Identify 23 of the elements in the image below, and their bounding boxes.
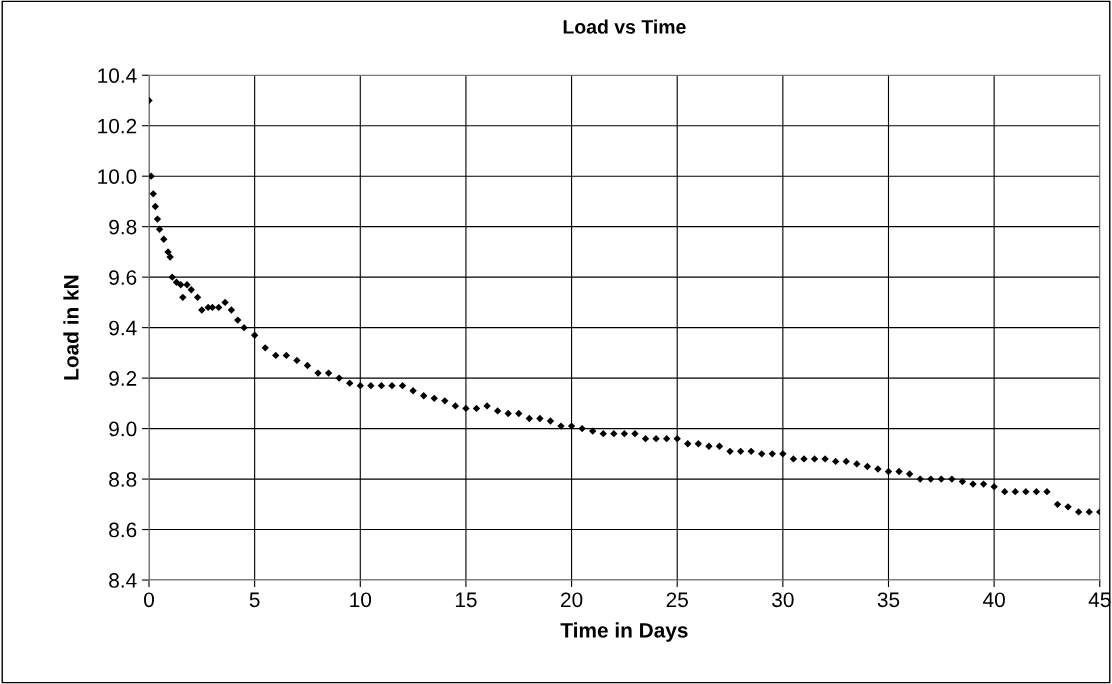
x-tick-label: 35 <box>877 592 900 608</box>
y-tick-label: 10.4 <box>98 68 137 83</box>
y-axis-title: Load in kN <box>63 275 79 380</box>
y-tick-label: 10.0 <box>98 169 137 184</box>
x-tick-label: 15 <box>455 592 477 608</box>
x-tick-label: 30 <box>772 592 794 608</box>
y-tick-label: 8.6 <box>109 522 137 538</box>
x-axis-title: Time in Days <box>560 622 688 642</box>
y-tick-label: 8.4 <box>109 573 137 588</box>
chart-title: Load vs Time <box>563 19 686 34</box>
y-tick-label: 10.2 <box>98 118 137 134</box>
x-tick-label: 5 <box>249 592 260 608</box>
y-tick-label: 8.8 <box>109 472 137 487</box>
x-tick-label: 10 <box>350 592 372 608</box>
y-tick-label: 9.0 <box>109 421 137 437</box>
x-tick-label: 0 <box>144 592 154 608</box>
y-tick-label: 9.8 <box>109 219 137 235</box>
x-tick-label: 25 <box>666 592 688 608</box>
y-tick-label: 9.6 <box>109 270 137 285</box>
x-tick-label: 20 <box>561 592 583 608</box>
y-tick-label: 9.4 <box>109 320 137 336</box>
y-tick-label: 9.2 <box>109 371 137 386</box>
x-tick-label: 40 <box>983 592 1005 608</box>
